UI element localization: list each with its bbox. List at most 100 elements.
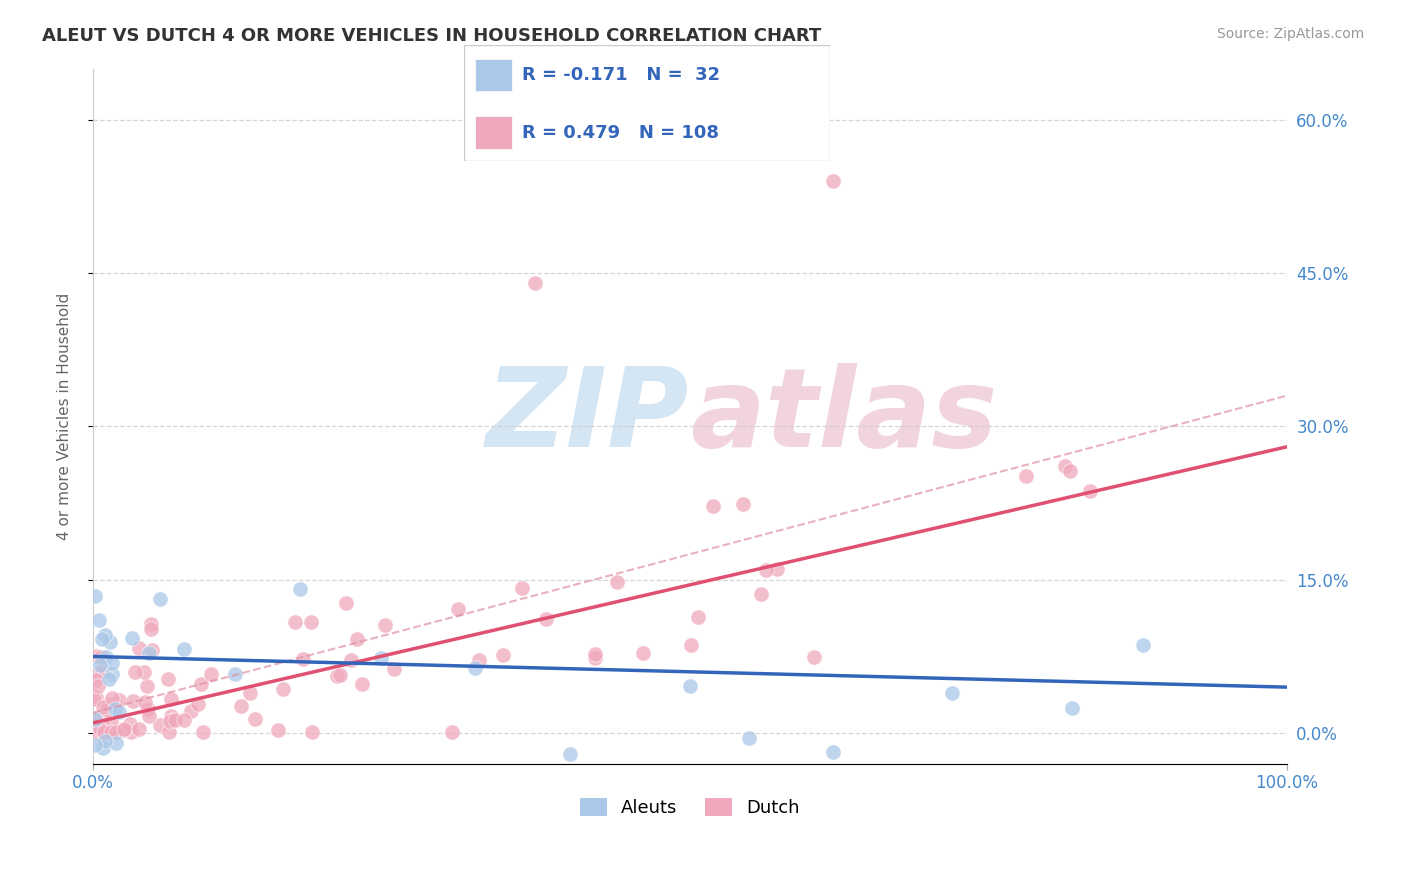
Point xyxy=(229,698,252,713)
Point xyxy=(803,649,825,664)
Text: ALEUT VS DUTCH 4 OR MORE VEHICLES IN HOUSEHOLD CORRELATION CHART: ALEUT VS DUTCH 4 OR MORE VEHICLES IN HOU… xyxy=(42,27,821,45)
Point xyxy=(104,725,127,739)
Point xyxy=(191,725,214,739)
Point xyxy=(90,650,112,665)
Point xyxy=(132,665,155,679)
Point xyxy=(267,723,290,738)
Point xyxy=(1078,484,1101,499)
Point xyxy=(98,673,121,687)
Point xyxy=(765,562,787,576)
Point xyxy=(89,723,111,737)
Point xyxy=(91,720,114,734)
Point xyxy=(96,703,118,717)
Point xyxy=(91,664,114,678)
Point xyxy=(87,714,110,729)
Point xyxy=(288,582,311,596)
Point xyxy=(749,587,772,601)
Point xyxy=(329,667,352,681)
Point xyxy=(160,713,183,727)
Point xyxy=(679,679,702,693)
Point xyxy=(89,725,111,739)
Point xyxy=(100,666,122,681)
Legend: Aleuts, Dutch: Aleuts, Dutch xyxy=(572,790,807,824)
Point xyxy=(121,631,143,645)
Point xyxy=(91,718,114,732)
Point xyxy=(160,709,183,723)
Point xyxy=(128,641,150,656)
Point xyxy=(89,658,111,673)
Point xyxy=(163,713,186,727)
Point xyxy=(83,589,105,603)
Point xyxy=(180,704,202,718)
Point xyxy=(606,574,628,589)
Point xyxy=(464,661,486,675)
Point xyxy=(583,648,606,662)
Point xyxy=(173,714,195,728)
Y-axis label: 4 or more Vehicles in Household: 4 or more Vehicles in Household xyxy=(58,293,72,540)
Point xyxy=(101,690,124,705)
Point xyxy=(136,702,159,716)
Point xyxy=(560,747,582,761)
Point xyxy=(633,646,655,660)
Point xyxy=(87,716,110,731)
Point xyxy=(335,596,357,610)
Point xyxy=(352,677,374,691)
Point xyxy=(86,667,108,681)
Point xyxy=(446,602,468,616)
Text: ZIP: ZIP xyxy=(486,363,690,470)
Point xyxy=(124,665,146,679)
Bar xyxy=(475,117,512,149)
Point xyxy=(84,725,107,739)
Point xyxy=(100,714,122,728)
Point xyxy=(200,667,222,681)
Point xyxy=(523,277,546,291)
Point xyxy=(190,677,212,691)
Point xyxy=(112,722,135,736)
Point xyxy=(441,725,464,739)
Point xyxy=(492,648,515,662)
Point xyxy=(157,725,180,739)
Point xyxy=(83,712,105,726)
Point xyxy=(120,717,142,731)
Point xyxy=(340,653,363,667)
Point xyxy=(702,499,724,513)
Point xyxy=(83,725,105,739)
Point xyxy=(583,651,606,665)
Point xyxy=(187,698,209,712)
Point xyxy=(686,610,709,624)
Point xyxy=(160,691,183,706)
Point xyxy=(94,734,117,748)
Point xyxy=(138,709,160,723)
Point xyxy=(93,725,115,739)
Point xyxy=(108,693,131,707)
Point xyxy=(91,632,114,646)
Point xyxy=(299,615,322,629)
Point xyxy=(1059,464,1081,478)
Point xyxy=(149,717,172,731)
Point xyxy=(83,692,105,706)
Point xyxy=(128,723,150,737)
Point xyxy=(83,725,105,739)
Point xyxy=(84,673,107,687)
Point xyxy=(346,632,368,647)
Point xyxy=(84,649,107,664)
Point xyxy=(134,695,156,709)
Point xyxy=(325,669,347,683)
Point xyxy=(159,714,181,728)
Point xyxy=(91,700,114,714)
Point xyxy=(1132,638,1154,652)
Point xyxy=(87,725,110,739)
Point xyxy=(731,497,754,511)
Point xyxy=(681,638,703,652)
Text: atlas: atlas xyxy=(690,363,997,470)
Point xyxy=(84,713,107,727)
Point xyxy=(291,651,314,665)
Point xyxy=(121,694,143,708)
Bar xyxy=(475,59,512,91)
Text: R = 0.479   N = 108: R = 0.479 N = 108 xyxy=(523,124,720,142)
Point xyxy=(224,667,246,681)
Point xyxy=(94,724,117,739)
Point xyxy=(83,739,105,753)
Text: Source: ZipAtlas.com: Source: ZipAtlas.com xyxy=(1216,27,1364,41)
Point xyxy=(534,612,557,626)
